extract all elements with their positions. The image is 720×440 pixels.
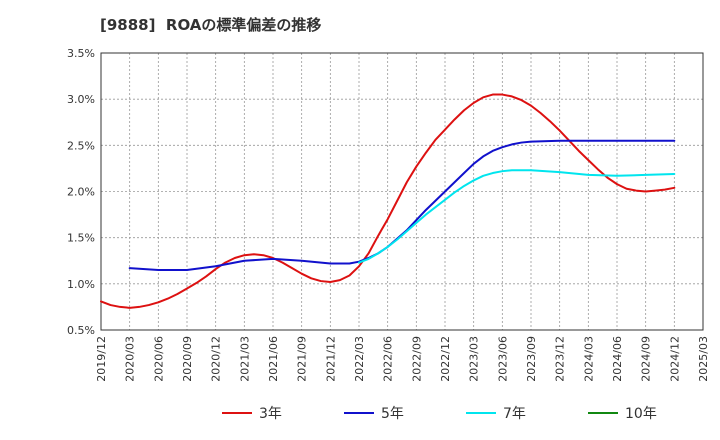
x-tick-label: 2022/12 [439, 336, 452, 382]
y-tick-label: 3.5% [67, 47, 95, 60]
x-tick-label: 2021/12 [324, 336, 337, 382]
x-tick-label: 2023/09 [525, 336, 538, 382]
series-lines [100, 93, 676, 309]
y-tick-label: 1.0% [67, 278, 95, 291]
x-tick-label: 2025/03 [697, 336, 710, 382]
x-tick-label: 2020/06 [152, 336, 165, 382]
x-tick-label: 2024/06 [611, 336, 624, 382]
x-tick-label: 2020/09 [181, 336, 194, 382]
series-line-3年 [100, 93, 676, 309]
chart-title: [9888] ROAの標準偏差の推移 [100, 16, 322, 34]
x-tick-label: 2020/03 [124, 336, 137, 382]
y-axis-ticks: 0.5% 1.0% 1.5% 2.0% 2.5% 3.0% 3.5% [67, 47, 95, 337]
x-tick-label: 2021/09 [296, 336, 309, 382]
x-tick-label: 2021/03 [238, 336, 251, 382]
series-line-7年 [358, 169, 676, 264]
x-tick-label: 2023/12 [554, 336, 567, 382]
x-tick-label: 2022/03 [353, 336, 366, 382]
x-tick-label: 2022/06 [382, 336, 395, 382]
legend-label: 3年 [259, 406, 282, 422]
y-tick-label: 0.5% [67, 324, 95, 337]
x-tick-label: 2024/09 [640, 336, 653, 382]
legend-label: 7年 [503, 406, 526, 422]
x-tick-label: 2021/06 [267, 336, 280, 382]
x-tick-label: 2024/12 [668, 336, 681, 382]
axes [100, 52, 704, 331]
x-tick-label: 2023/03 [468, 336, 481, 382]
plot-frame [100, 52, 704, 331]
x-tick-label: 2023/06 [496, 336, 509, 382]
legend-label: 5年 [381, 406, 404, 422]
y-tick-label: 3.0% [67, 93, 95, 106]
y-tick-label: 1.5% [67, 232, 95, 245]
x-tick-label: 2022/09 [410, 336, 423, 382]
legend: 3年 5年 7年 10年 [222, 406, 657, 422]
x-tick-label: 2019/12 [95, 336, 108, 382]
y-tick-label: 2.5% [67, 139, 95, 152]
x-axis-ticks: 2019/12 2020/03 2020/06 2020/09 2020/12 2021/… [95, 336, 710, 382]
x-tick-label: 2024/03 [582, 336, 595, 382]
series-line-5年 [128, 139, 676, 271]
legend-label: 10年 [625, 406, 657, 422]
y-tick-label: 2.0% [67, 186, 95, 199]
x-tick-label: 2020/12 [210, 336, 223, 382]
